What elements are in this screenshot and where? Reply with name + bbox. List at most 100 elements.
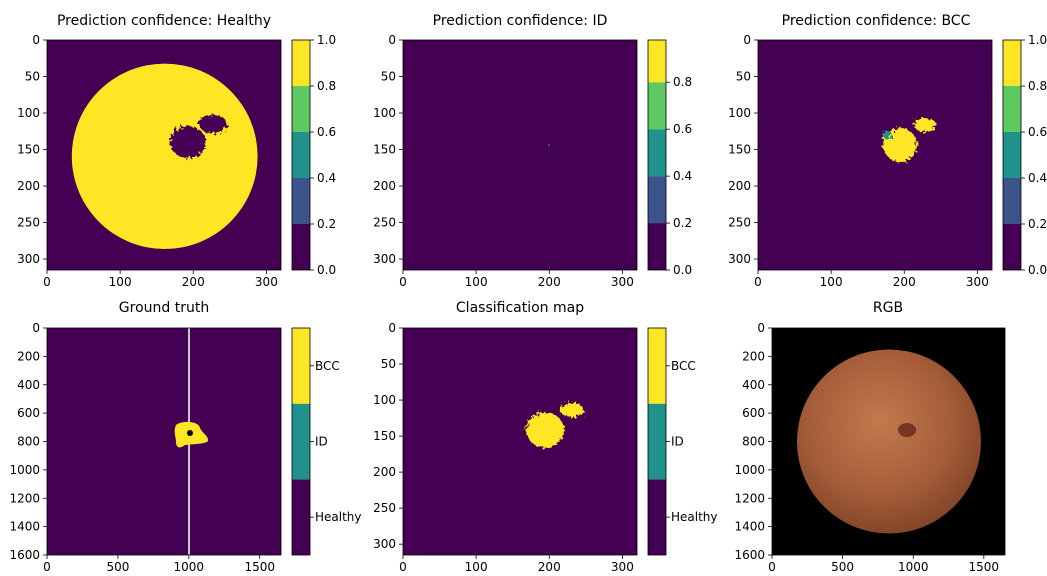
y-tick-label: 50 [381,70,396,84]
colorbar-tick-label: BCC [671,359,696,373]
colorbar-segment [648,129,666,177]
colorbar-segment [1003,178,1021,224]
y-tick-label: 250 [373,216,396,230]
colorbar-tick-label: Healthy [315,510,362,524]
colorbar-segment [292,479,310,555]
y-tick-label: 1400 [734,520,765,534]
colorbar: Healthy ID BCC [647,327,718,556]
y-tick-label: 200 [17,179,40,193]
x-tick-label: 0 [399,560,407,574]
plot-area [46,39,282,271]
colorbar-tick-label: Healthy [671,510,718,524]
colorbar-frame [291,327,311,556]
y-tick-label: 1000 [734,463,765,477]
colorbar-tick-label: 0.4 [1028,171,1047,185]
x-tick-label: 500 [831,560,854,574]
x-tick-label: 200 [182,275,205,289]
colorbar-segment [1003,132,1021,178]
colorbar-tick-label: 0.4 [673,169,692,183]
skin-image [797,349,981,534]
colorbar-frame [647,327,667,556]
chart-title: Classification map [456,300,584,316]
y-tick-label: 300 [17,252,40,266]
colorbar: Healthy ID BCC [291,327,362,556]
background [403,328,637,555]
y-tick-label: 1400 [9,520,40,534]
chart-title: Prediction confidence: BCC [782,13,971,29]
y-tick-label: 0 [757,321,765,335]
colorbar: 0.0 0.2 0.4 0.6 0.8 1.0 [291,33,336,277]
y-tick-label: 600 [17,406,40,420]
panel-ground-truth: Ground truth 0 500 1000 1500 0 200 400 600 800 10… [9,300,361,574]
y-tick-label: 250 [728,216,751,230]
frame [402,39,638,271]
colorbar-tick-label: ID [315,435,328,449]
y-tick-label: 150 [17,143,40,157]
y-tick-label: 1200 [734,491,765,505]
colorbar-tick-label: 0.6 [673,122,692,136]
y-tick-label: 200 [742,349,765,363]
y-tick-label: 1600 [734,548,765,562]
bcc-region [914,118,936,132]
colorbar-tick-label: 0.2 [1028,217,1047,231]
x-tick-label: 100 [465,275,488,289]
y-tick-label: 400 [17,378,40,392]
x-tick-label: 300 [255,275,278,289]
panel-rgb: RGB 0 500 1000 1500 0 200 400 600 800 1000 1200 140… [734,300,1006,574]
y-tick-label: 200 [17,349,40,363]
chart-title: Ground truth [119,300,209,316]
x-tick-label: 0 [43,275,51,289]
chart-title: Prediction confidence: Healthy [57,13,271,29]
colorbar-frame [1002,39,1022,271]
y-tick-label: 1600 [9,548,40,562]
colorbar-segment [648,82,666,130]
colorbar-segment [648,176,666,224]
chart-title: RGB [873,300,903,316]
frame [402,327,638,556]
plot-area [771,327,1006,556]
x-tick-label: 200 [538,560,561,574]
x-tick-label: 500 [106,560,129,574]
colorbar-frame [291,39,311,271]
colorbar-frame [647,39,667,271]
colorbar-segment [648,403,666,480]
colorbar-segment [1003,224,1021,270]
plot-area [402,39,638,271]
x-tick-label: 100 [465,560,488,574]
x-tick-label: 200 [893,275,916,289]
background [47,328,281,555]
panel-classification: Classification map 0 100 200 30005010015020… [373,300,717,574]
lesion-spot [898,423,916,437]
y-tick-label: 0 [32,321,40,335]
colorbar-segment [648,479,666,555]
x-tick-label: 1500 [244,560,275,574]
lesion-hole [199,115,227,133]
axis-ticks: 0 500 1000 1500 0 200 400 600 800 1000 1200 1400 160… [9,321,275,574]
colorbar-segment [648,328,666,404]
y-tick-label: 50 [736,70,751,84]
colorbar-segment [292,403,310,480]
frame [46,39,282,271]
colorbar-tick-label: BCC [315,359,340,373]
plot-area [46,327,282,556]
y-tick-label: 150 [728,143,751,157]
x-tick-label: 0 [768,560,776,574]
x-tick-label: 300 [611,275,634,289]
colorbar-tick-label: 0.2 [673,216,692,230]
y-tick-label: 50 [25,70,40,84]
colorbar-tick-label: 1.0 [317,33,336,47]
plot-area [757,39,993,271]
colorbar: 0.0 0.2 0.4 0.6 0.8 [647,39,692,277]
frame [757,39,993,271]
x-tick-label: 1000 [174,560,205,574]
x-tick-label: 0 [399,275,407,289]
x-tick-label: 100 [820,275,843,289]
x-tick-label: 0 [754,275,762,289]
lesion-hole [170,126,206,158]
colorbar-tick-label: 0.0 [1028,263,1047,277]
y-tick-label: 1200 [9,491,40,505]
colorbar-segment [648,40,666,83]
